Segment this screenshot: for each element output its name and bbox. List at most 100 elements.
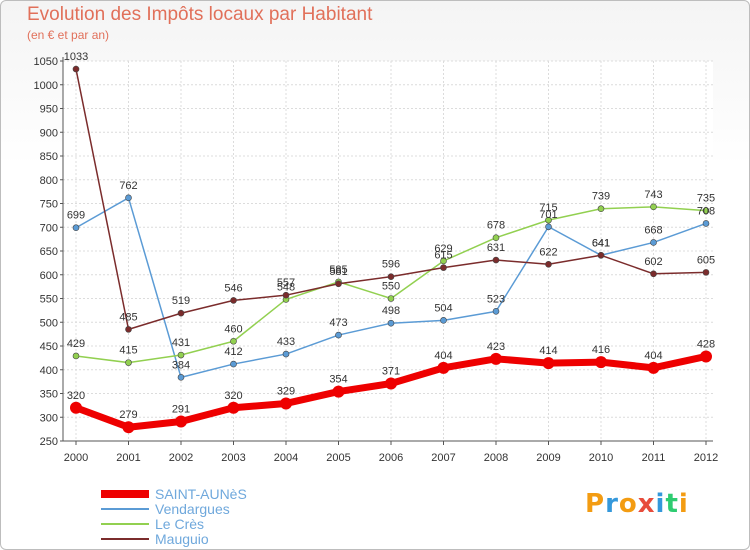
y-tick-label: 1000 (34, 80, 58, 92)
legend-item: Mauguio (101, 532, 209, 546)
x-tick-label: 2011 (642, 452, 666, 464)
data-point (70, 401, 82, 414)
data-point (542, 357, 555, 370)
data-label: 581 (329, 266, 347, 278)
data-label: 1033 (64, 51, 88, 63)
data-label: 404 (434, 350, 452, 362)
data-label: 354 (329, 374, 347, 386)
data-point (492, 256, 500, 264)
x-tick-label: 2007 (431, 452, 455, 464)
data-label: 596 (382, 259, 400, 271)
data-point (387, 319, 395, 327)
data-point (700, 350, 712, 363)
y-tick-label: 300 (40, 412, 58, 424)
data-point (440, 257, 447, 265)
data-point (125, 326, 132, 333)
y-tick-label: 750 (40, 199, 58, 211)
data-point (650, 270, 657, 278)
y-tick-label: 700 (40, 222, 58, 234)
data-label: 412 (224, 346, 242, 358)
legend-item: SAINT-AUNèS (101, 487, 247, 501)
x-tick-label: 2006 (379, 452, 403, 464)
logo-letter: o (618, 489, 638, 519)
x-tick-label: 2001 (116, 452, 140, 464)
data-label: 762 (119, 180, 137, 192)
data-point (387, 273, 395, 280)
data-label: 428 (697, 338, 715, 350)
data-label: 320 (224, 390, 242, 402)
data-label: 557 (277, 277, 295, 289)
data-label: 416 (592, 344, 610, 356)
data-label: 629 (434, 243, 452, 255)
data-label: 708 (697, 205, 715, 217)
y-tick-label: 350 (40, 389, 58, 401)
x-tick-label: 2003 (221, 452, 245, 464)
data-label: 371 (382, 366, 400, 378)
data-point (492, 234, 500, 241)
chart-title: Evolution des Impôts locaux par Habitant (27, 4, 373, 25)
data-point (437, 361, 450, 374)
proxiti-logo: Proxiti (585, 489, 689, 519)
x-tick-label: 2002 (169, 452, 193, 464)
data-label: 548 (277, 281, 295, 293)
data-point (335, 280, 342, 288)
legend-item: Le Crès (101, 517, 204, 531)
legend-item: Vendargues (101, 502, 230, 516)
legend-label: Vendargues (155, 501, 230, 517)
data-label: 504 (434, 302, 452, 314)
x-tick-label: 2009 (536, 452, 560, 464)
data-label: 622 (539, 246, 557, 258)
x-tick-label: 2010 (589, 452, 613, 464)
data-point (597, 251, 605, 259)
data-label: 523 (487, 293, 505, 305)
data-label: 460 (224, 323, 242, 335)
data-point (282, 350, 290, 358)
data-label: 279 (119, 409, 137, 421)
data-point (650, 203, 657, 211)
data-label: 519 (172, 295, 190, 307)
legend-swatch (101, 523, 149, 525)
data-point (175, 415, 187, 428)
data-point (545, 260, 552, 268)
y-tick-label: 850 (40, 151, 58, 163)
legend-label: Mauguio (155, 531, 209, 547)
data-point (387, 295, 395, 302)
data-point (72, 352, 80, 360)
data-label: 546 (224, 282, 242, 294)
logo-letter: i (655, 489, 666, 519)
data-label: 585 (329, 264, 347, 276)
data-label: 498 (382, 305, 400, 317)
data-point (335, 331, 342, 339)
data-point (440, 317, 447, 324)
y-tick-label: 950 (40, 104, 58, 116)
y-tick-label: 500 (40, 317, 58, 329)
data-point (230, 337, 237, 345)
chart-subtitle: (en € et par an) (27, 28, 110, 42)
data-point (282, 291, 290, 299)
data-point (597, 205, 605, 213)
x-tick-label: 2008 (484, 452, 508, 464)
data-point (332, 385, 345, 398)
logo-letter: t (665, 489, 679, 519)
legend-swatch (101, 490, 149, 498)
data-label: 414 (539, 345, 557, 357)
data-point (227, 401, 240, 414)
data-label: 699 (67, 210, 85, 222)
y-tick-label: 400 (40, 365, 58, 377)
y-tick-label: 800 (40, 175, 58, 187)
y-tick-label: 650 (40, 246, 58, 258)
data-point (125, 194, 132, 202)
y-tick-label: 450 (40, 341, 58, 353)
data-point (492, 308, 500, 315)
data-label: 739 (592, 191, 610, 203)
data-point (280, 397, 292, 410)
data-point (650, 239, 657, 246)
data-point (702, 269, 710, 276)
data-label: 735 (697, 193, 715, 205)
data-label: 602 (644, 256, 662, 268)
logo-letter: r (605, 489, 619, 519)
data-label: 641 (592, 237, 610, 249)
data-label: 701 (539, 209, 557, 221)
data-label: 743 (644, 189, 662, 201)
